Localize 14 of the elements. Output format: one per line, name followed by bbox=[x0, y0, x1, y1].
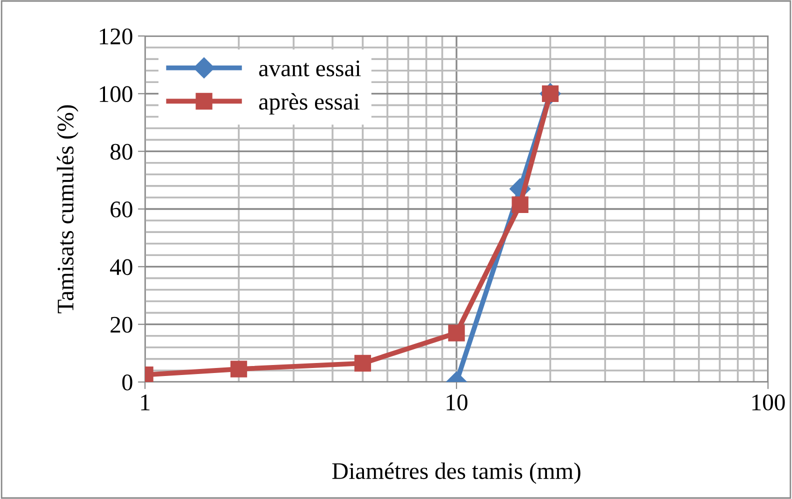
y-tick-label: 20 bbox=[110, 316, 132, 333]
x-tick-label: 100 bbox=[752, 394, 785, 410]
y-tick-label: 0 bbox=[122, 374, 132, 390]
y-axis-title: Tamisats cumulés (%) bbox=[56, 105, 78, 314]
legend-label: après essai bbox=[259, 93, 360, 115]
x-tick-label: 1 bbox=[141, 394, 150, 410]
x-axis-title: Diamétres des tamis (mm) bbox=[332, 462, 580, 484]
legend-label: avant essai bbox=[259, 60, 361, 76]
y-tick-label: 60 bbox=[110, 201, 132, 218]
y-tick-label: 40 bbox=[110, 259, 132, 276]
y-tick-label: 80 bbox=[110, 144, 132, 160]
x-tick-label: 10 bbox=[446, 394, 468, 410]
y-tick-label: 120 bbox=[100, 28, 132, 44]
y-tick-label: 100 bbox=[100, 86, 132, 102]
